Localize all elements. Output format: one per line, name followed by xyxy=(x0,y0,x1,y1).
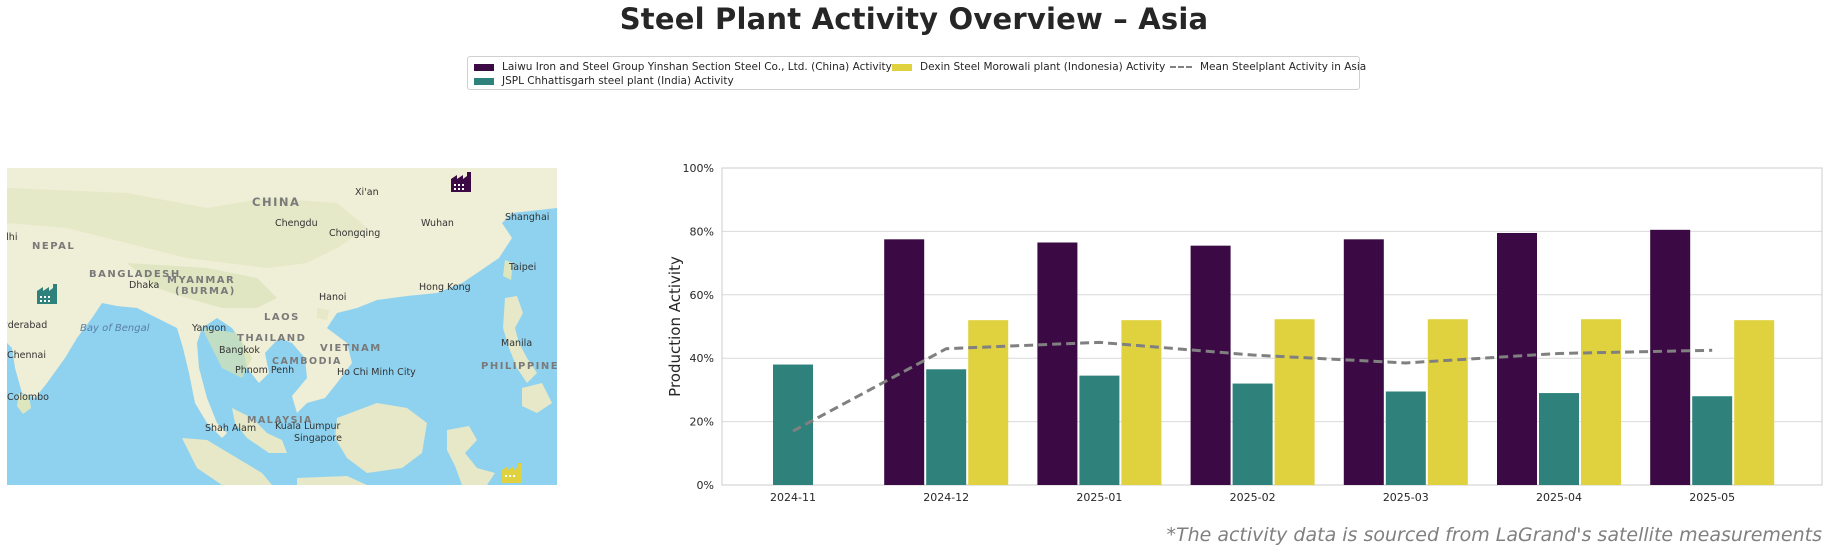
x-tick-label-2024-11: 2024-11 xyxy=(770,491,816,504)
y-tick-label-0: 0% xyxy=(697,479,714,492)
y-tick-label-100: 100% xyxy=(683,162,714,175)
map-label-phnom-penh: Phnom Penh xyxy=(235,365,295,376)
x-tick-label-2025-03: 2025-03 xyxy=(1383,491,1429,504)
map-label-singapore: Singapore xyxy=(294,433,342,444)
x-tick-label-2024-12: 2024-12 xyxy=(923,491,969,504)
map-label-colombo: Colombo xyxy=(7,392,49,403)
bar-2-2025-05 xyxy=(1692,396,1733,485)
map-label-malaysia: MALAYSIA xyxy=(247,415,313,426)
bar-1-2024-12 xyxy=(884,239,925,485)
map-label-china: CHINA xyxy=(252,195,301,209)
map-label-manila: Manila xyxy=(501,338,533,349)
map-basemap xyxy=(7,168,557,485)
map-label-vietnam: VIETNAM xyxy=(320,343,382,354)
page-title: Steel Plant Activity Overview – Asia xyxy=(619,2,1209,36)
map-label-shah-alam: Shah Alam xyxy=(205,423,257,434)
legend-label-jspl: JSPL Chhattisgarh steel plant (India) Ac… xyxy=(502,75,734,87)
mean-activity-line xyxy=(792,340,1713,433)
map-label-chongqing: Chongqing xyxy=(329,228,381,239)
footnote: *The activity data is sourced from LaGra… xyxy=(1166,524,1822,546)
map-label-nepal: NEPAL xyxy=(32,241,76,252)
map-label-kuala-lumpur: Kuala Lumpur xyxy=(275,421,341,432)
legend-label-laiwu: Laiwu Iron and Steel Group Yinshan Secti… xyxy=(502,61,892,73)
bar-3-2025-03 xyxy=(1427,319,1468,485)
map-label-taipei: Taipei xyxy=(509,262,537,273)
map-label-chengdu: Chengdu xyxy=(275,218,318,229)
map-label-ho-chi-minh: Ho Chi Minh City xyxy=(337,367,416,378)
x-tick-label-2025-05: 2025-05 xyxy=(1689,491,1735,504)
x-tick-label-2025-02: 2025-02 xyxy=(1230,491,1276,504)
map-label-bangladesh: BANGLADESH xyxy=(89,269,181,280)
bar-2-2025-01 xyxy=(1079,375,1120,485)
map-label-chennai: Chennai xyxy=(7,350,47,361)
map-label-delhi: Delhi xyxy=(7,232,18,243)
map-label-bangkok: Bangkok xyxy=(219,345,260,356)
x-tick-label-2025-01: 2025-01 xyxy=(1076,491,1122,504)
map-label-dhaka: Dhaka xyxy=(129,280,160,291)
bar-1-2025-05 xyxy=(1650,229,1691,485)
bar-1-2025-02 xyxy=(1190,245,1231,485)
bar-3-2025-04 xyxy=(1581,319,1621,485)
bar-1-2025-01 xyxy=(1037,242,1078,485)
legend-label-dexin: Dexin Steel Morowali plant (Indonesia) A… xyxy=(920,61,1166,73)
map-label-shanghai: Shanghai xyxy=(505,212,550,223)
map-label-burma: (BURMA) xyxy=(175,286,236,297)
y-tick-label-20: 20% xyxy=(690,416,714,429)
asia-map[interactable]: CHINA Xi'an Chengdu Chongqing Wuhan Shan… xyxy=(7,168,557,485)
chart-legend: Laiwu Iron and Steel Group Yinshan Secti… xyxy=(467,56,1366,90)
bar-2-2025-04 xyxy=(1539,393,1579,485)
bar-2-2024-12 xyxy=(926,369,967,485)
legend-swatch-laiwu xyxy=(474,63,494,71)
map-label-yangon: Yangon xyxy=(192,323,227,334)
laiwu-plant-icon[interactable] xyxy=(450,169,474,193)
map-label-xian: Xi'an xyxy=(355,187,379,198)
map-label-hyderabad: Hyderabad xyxy=(7,320,48,331)
bar-3-2025-02 xyxy=(1274,319,1315,485)
y-tick-label-80: 80% xyxy=(690,225,714,238)
legend-item-dexin: Dexin Steel Morowali plant (Indonesia) A… xyxy=(892,61,1165,73)
legend-item-mean: Mean Steelplant Activity in Asia xyxy=(1170,61,1366,73)
y-axis-label: Production Activity xyxy=(666,256,684,397)
bar-2-2025-02 xyxy=(1232,383,1273,485)
chart-bars xyxy=(773,229,1775,485)
map-label-thailand: THAILAND xyxy=(237,333,307,344)
map-label-bay-of-bengal: Bay of Bengal xyxy=(80,323,150,334)
map-label-wuhan: Wuhan xyxy=(421,218,454,229)
map-label-cambodia: CAMBODIA xyxy=(272,356,342,367)
y-tick-label-60: 60% xyxy=(690,289,714,302)
chart-y-ticks: 0% 20% 40% 60% 80% 100% xyxy=(683,162,714,492)
legend-label-mean: Mean Steelplant Activity in Asia xyxy=(1200,61,1367,73)
bar-2-2025-03 xyxy=(1385,391,1426,485)
map-label-hongkong: Hong Kong xyxy=(419,282,471,293)
legend-item-jspl: JSPL Chhattisgarh steel plant (India) Ac… xyxy=(474,75,734,87)
map-label-laos: LAOS xyxy=(264,312,300,323)
bar-3-2025-05 xyxy=(1734,320,1775,485)
x-tick-label-2025-04: 2025-04 xyxy=(1536,491,1582,504)
map-label-myanmar: MYANMAR xyxy=(167,275,236,286)
chart-mean-line xyxy=(792,340,1713,433)
legend-dash-mean xyxy=(1170,66,1192,68)
legend-swatch-jspl xyxy=(474,77,494,85)
legend-item-laiwu: Laiwu Iron and Steel Group Yinshan Secti… xyxy=(474,61,892,73)
chart-x-ticks: 2024-11 2024-12 2025-01 2025-02 2025-03 2025-… xyxy=(770,491,1735,504)
legend-swatch-dexin xyxy=(892,63,912,71)
jspl-plant-icon[interactable] xyxy=(36,281,60,305)
activity-bar-chart: 0% 20% 40% 60% 80% 100% 2024-11 2024-12 2025-01… xyxy=(666,162,1823,504)
map-label-hanoi: Hanoi xyxy=(319,292,347,303)
dexin-plant-icon[interactable] xyxy=(501,460,525,484)
map-label-philippines: PHILIPPINES xyxy=(481,361,557,372)
bar-1-2025-04 xyxy=(1497,232,1537,485)
y-tick-label-40: 40% xyxy=(690,352,714,365)
